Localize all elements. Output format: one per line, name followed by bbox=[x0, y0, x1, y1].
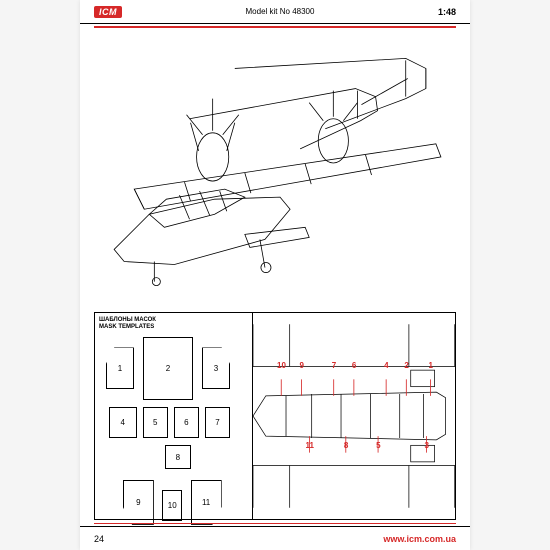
mask-shapes-area: 1234567891011 bbox=[103, 337, 244, 511]
canopy-callout-4: 4 bbox=[384, 361, 388, 370]
canopy-callout-6: 6 bbox=[352, 361, 356, 370]
canopy-callout-5: 5 bbox=[376, 441, 380, 450]
canopy-callout-9: 9 bbox=[299, 361, 303, 370]
mask-shape-10: 10 bbox=[162, 490, 182, 521]
model-number: Model kit No 48300 bbox=[246, 7, 315, 16]
canopy-callout-7: 7 bbox=[332, 361, 336, 370]
page-number: 24 bbox=[94, 534, 104, 544]
mask-shape-4: 4 bbox=[109, 407, 137, 438]
mask-shape-6: 6 bbox=[174, 407, 199, 438]
aircraft-svg bbox=[94, 34, 456, 304]
mask-shape-1: 1 bbox=[106, 347, 134, 389]
scale-label: 1:48 bbox=[438, 7, 456, 17]
canopy-callout-panel: 10 9 7 6 4 2 1 11 8 5 3 bbox=[253, 312, 456, 520]
canopy-callout-10: 10 bbox=[277, 361, 286, 370]
logo-icm: ICM bbox=[94, 6, 122, 18]
page-footer: 24 www.icm.com.ua bbox=[80, 526, 470, 550]
footer-rule bbox=[94, 523, 456, 525]
canopy-svg bbox=[253, 313, 455, 519]
mask-shape-3: 3 bbox=[202, 347, 230, 389]
mask-shape-11: 11 bbox=[191, 480, 222, 525]
page-header: ICM Model kit No 48300 1:48 bbox=[80, 0, 470, 24]
instruction-page: ICM Model kit No 48300 1:48 bbox=[80, 0, 470, 550]
logo-block: ICM bbox=[94, 6, 122, 18]
canopy-callout-8: 8 bbox=[344, 441, 348, 450]
canopy-callout-1: 1 bbox=[429, 361, 433, 370]
canopy-callout-3: 3 bbox=[425, 441, 429, 450]
aircraft-illustration bbox=[94, 34, 456, 304]
mask-label-ru: ШАБЛОНЫ МАСОК bbox=[99, 317, 156, 324]
mask-shape-9: 9 bbox=[123, 480, 154, 525]
website-url: www.icm.com.ua bbox=[383, 534, 456, 544]
mask-shape-7: 7 bbox=[205, 407, 230, 438]
canopy-callout-2: 2 bbox=[404, 361, 408, 370]
mask-shape-5: 5 bbox=[143, 407, 168, 438]
mask-shape-8: 8 bbox=[165, 445, 190, 469]
mask-label: ШАБЛОНЫ МАСОК MASK TEMPLATES bbox=[99, 317, 156, 331]
header-rule bbox=[94, 26, 456, 28]
mask-templates-panel: ШАБЛОНЫ МАСОК MASK TEMPLATES 12345678910… bbox=[94, 312, 253, 520]
lower-panels: ШАБЛОНЫ МАСОК MASK TEMPLATES 12345678910… bbox=[94, 312, 456, 520]
mask-shape-2: 2 bbox=[143, 337, 194, 400]
mask-label-en: MASK TEMPLATES bbox=[99, 324, 156, 331]
canopy-callout-11: 11 bbox=[306, 441, 314, 450]
